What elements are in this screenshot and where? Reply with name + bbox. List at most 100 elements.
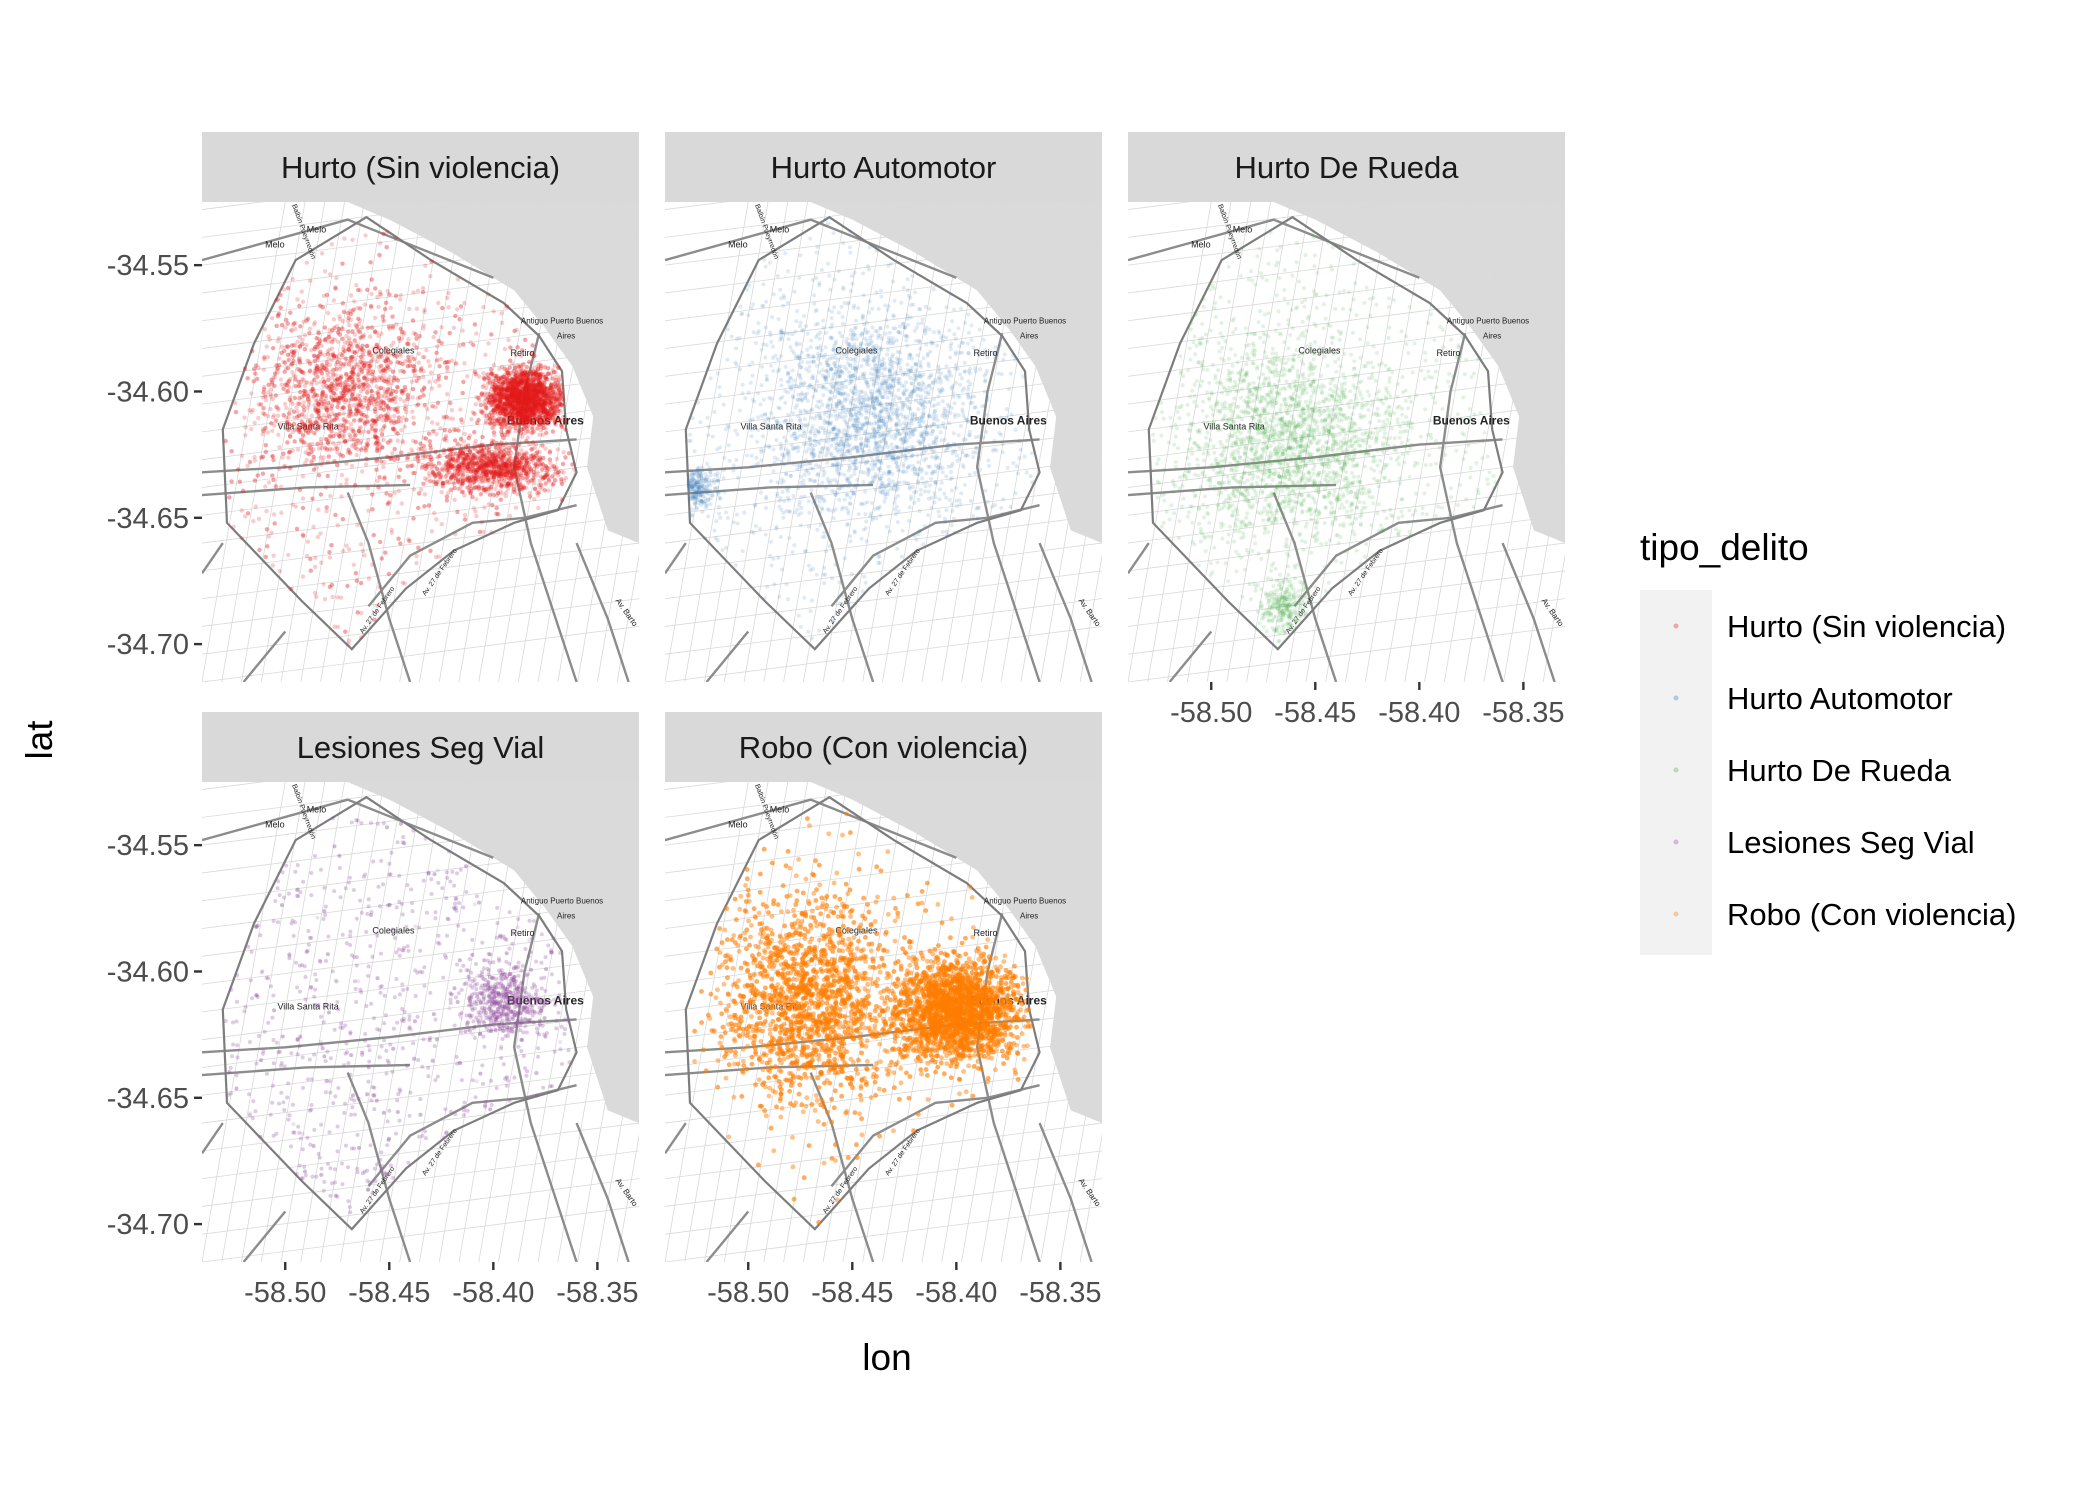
data-point bbox=[348, 293, 354, 298]
data-point bbox=[519, 485, 524, 490]
data-point bbox=[315, 400, 321, 406]
data-point bbox=[498, 375, 503, 380]
data-point bbox=[529, 400, 534, 405]
data-point bbox=[474, 461, 480, 466]
data-point bbox=[509, 481, 514, 486]
data-point bbox=[398, 419, 404, 424]
data-point bbox=[365, 287, 370, 292]
data-point bbox=[522, 416, 527, 421]
data-point bbox=[402, 385, 408, 390]
data-point bbox=[546, 396, 551, 401]
data-point bbox=[483, 470, 488, 475]
data-point bbox=[531, 460, 536, 465]
data-point bbox=[274, 323, 279, 329]
street-line bbox=[557, 211, 639, 682]
data-point bbox=[527, 384, 532, 389]
data-point bbox=[289, 343, 295, 348]
data-point bbox=[466, 447, 471, 452]
data-point bbox=[236, 467, 241, 472]
data-point bbox=[511, 390, 516, 395]
data-point bbox=[537, 478, 542, 483]
data-point bbox=[340, 318, 345, 324]
data-point bbox=[511, 369, 516, 374]
data-point bbox=[530, 415, 536, 421]
data-point bbox=[544, 402, 549, 407]
data-point bbox=[519, 390, 525, 395]
data-point bbox=[375, 603, 380, 608]
data-point bbox=[302, 440, 307, 445]
data-point bbox=[531, 413, 536, 419]
data-point bbox=[274, 404, 279, 410]
data-point bbox=[511, 377, 516, 382]
data-point bbox=[516, 475, 521, 480]
data-point bbox=[524, 397, 529, 402]
data-point bbox=[504, 393, 510, 398]
data-point bbox=[515, 387, 520, 393]
data-point bbox=[528, 398, 533, 404]
data-point bbox=[545, 411, 551, 417]
data-point bbox=[378, 413, 384, 419]
data-point bbox=[522, 386, 528, 391]
data-point bbox=[541, 404, 546, 409]
data-point bbox=[489, 452, 494, 457]
data-point bbox=[444, 454, 450, 459]
data-point bbox=[515, 492, 520, 497]
data-point bbox=[416, 351, 422, 356]
data-point bbox=[339, 385, 345, 390]
street-line bbox=[202, 264, 639, 322]
data-point bbox=[367, 396, 373, 401]
data-point bbox=[531, 412, 537, 418]
data-point bbox=[513, 455, 519, 460]
data-point bbox=[269, 316, 275, 321]
data-point bbox=[291, 373, 296, 379]
data-point bbox=[535, 473, 540, 478]
data-point bbox=[517, 390, 522, 395]
data-point bbox=[519, 461, 524, 466]
data-point bbox=[369, 426, 375, 431]
data-point bbox=[362, 360, 368, 366]
data-point bbox=[433, 554, 439, 560]
data-point bbox=[303, 380, 309, 385]
data-point bbox=[524, 380, 529, 385]
data-point bbox=[467, 433, 472, 438]
data-point bbox=[343, 629, 348, 634]
data-point bbox=[410, 395, 415, 400]
data-point bbox=[452, 485, 457, 491]
data-point bbox=[508, 478, 513, 483]
data-point bbox=[451, 480, 457, 485]
data-point bbox=[507, 430, 512, 435]
street-line bbox=[616, 553, 639, 682]
data-point bbox=[335, 359, 340, 365]
data-point bbox=[329, 543, 334, 548]
data-point bbox=[360, 469, 365, 474]
data-point bbox=[534, 391, 539, 397]
data-point bbox=[539, 402, 545, 408]
data-point bbox=[385, 440, 390, 445]
data-point bbox=[530, 440, 536, 445]
data-point bbox=[454, 470, 459, 475]
data-point bbox=[484, 385, 489, 391]
data-point bbox=[513, 463, 518, 469]
data-point bbox=[252, 478, 258, 483]
data-point bbox=[436, 554, 441, 559]
data-point bbox=[321, 582, 326, 587]
data-point bbox=[351, 365, 357, 370]
data-point bbox=[516, 428, 522, 434]
data-point bbox=[337, 433, 342, 439]
data-point bbox=[486, 400, 492, 405]
data-point bbox=[495, 418, 501, 424]
facet-strip-title: Hurto (Sin violencia) bbox=[281, 150, 560, 185]
data-point bbox=[498, 411, 503, 416]
data-point bbox=[511, 409, 516, 415]
data-point bbox=[345, 318, 351, 324]
data-point bbox=[458, 454, 463, 459]
data-point bbox=[364, 456, 369, 461]
data-point bbox=[417, 395, 423, 400]
data-point bbox=[290, 323, 296, 328]
data-point bbox=[474, 513, 479, 519]
data-point bbox=[378, 539, 383, 545]
data-point bbox=[329, 417, 334, 423]
data-point bbox=[520, 393, 526, 398]
data-point bbox=[392, 457, 397, 462]
data-point bbox=[350, 427, 355, 432]
